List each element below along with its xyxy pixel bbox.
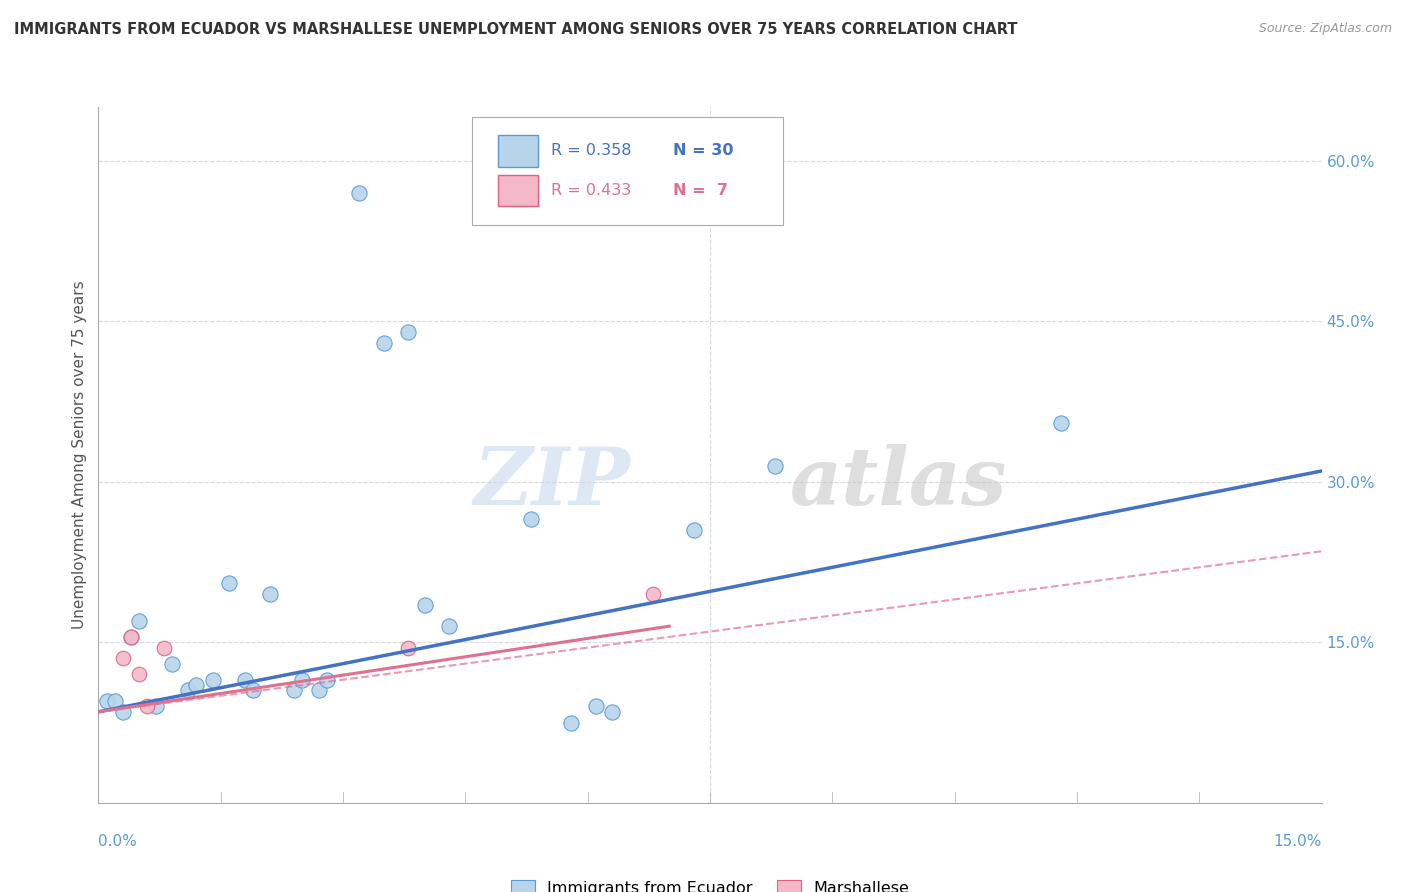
- Point: [413, 598, 436, 612]
- Point: [128, 614, 150, 628]
- FancyBboxPatch shape: [498, 175, 537, 206]
- Point: [96, 694, 118, 708]
- Point: [160, 657, 183, 671]
- Text: ZIP: ZIP: [474, 444, 630, 522]
- Y-axis label: Unemployment Among Seniors over 75 years: Unemployment Among Seniors over 75 years: [72, 281, 87, 629]
- Point: [186, 678, 208, 692]
- Point: [242, 683, 264, 698]
- Point: [120, 630, 142, 644]
- Point: [145, 699, 167, 714]
- Text: Source: ZipAtlas.com: Source: ZipAtlas.com: [1258, 22, 1392, 36]
- Point: [111, 651, 134, 665]
- Text: 0.0%: 0.0%: [98, 834, 138, 849]
- Text: 15.0%: 15.0%: [1274, 834, 1322, 849]
- Text: N =  7: N = 7: [673, 183, 728, 198]
- Point: [308, 683, 330, 698]
- Point: [641, 587, 664, 601]
- Point: [218, 576, 240, 591]
- Point: [437, 619, 460, 633]
- Point: [201, 673, 224, 687]
- Point: [283, 683, 305, 698]
- Point: [128, 667, 150, 681]
- Point: [600, 705, 623, 719]
- Point: [111, 705, 134, 719]
- Point: [259, 587, 281, 601]
- Text: atlas: atlas: [790, 444, 1007, 522]
- Point: [177, 683, 200, 698]
- Point: [560, 715, 582, 730]
- Text: R = 0.433: R = 0.433: [551, 183, 631, 198]
- Point: [291, 673, 314, 687]
- Point: [763, 458, 786, 473]
- Point: [233, 673, 256, 687]
- Point: [396, 640, 419, 655]
- Point: [315, 673, 337, 687]
- Point: [373, 335, 395, 350]
- Point: [396, 325, 419, 339]
- Point: [152, 640, 174, 655]
- Text: N = 30: N = 30: [673, 144, 734, 159]
- Text: R = 0.358: R = 0.358: [551, 144, 631, 159]
- Point: [682, 523, 704, 537]
- Point: [519, 512, 541, 526]
- Legend: Immigrants from Ecuador, Marshallese: Immigrants from Ecuador, Marshallese: [505, 874, 915, 892]
- Point: [120, 630, 142, 644]
- Point: [349, 186, 371, 200]
- Text: IMMIGRANTS FROM ECUADOR VS MARSHALLESE UNEMPLOYMENT AMONG SENIORS OVER 75 YEARS : IMMIGRANTS FROM ECUADOR VS MARSHALLESE U…: [14, 22, 1018, 37]
- FancyBboxPatch shape: [498, 136, 537, 167]
- Point: [585, 699, 607, 714]
- Point: [104, 694, 127, 708]
- FancyBboxPatch shape: [471, 118, 783, 226]
- Point: [136, 699, 159, 714]
- Point: [1049, 416, 1071, 430]
